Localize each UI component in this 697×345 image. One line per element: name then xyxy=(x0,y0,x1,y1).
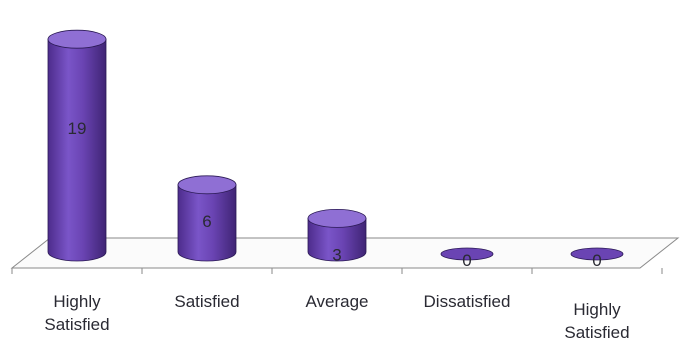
bar-series: 19 6 3 0 0 xyxy=(47,29,624,270)
bar-1: 19 xyxy=(47,29,107,262)
bar-3: 3 xyxy=(307,208,367,264)
data-label: 6 xyxy=(202,212,211,231)
category-label: Dissatisfied xyxy=(407,290,527,313)
data-label: 3 xyxy=(332,245,341,264)
category-label-line: Dissatisfied xyxy=(423,292,511,311)
category-label: Average xyxy=(277,290,397,313)
bar-4: 0 xyxy=(440,247,494,270)
bar-top xyxy=(47,29,107,49)
category-label-line: Satisfied xyxy=(44,315,110,334)
data-label: 0 xyxy=(592,251,601,270)
data-label: 19 xyxy=(68,119,87,138)
bar-zero-disc xyxy=(440,247,494,261)
bar-top xyxy=(307,208,367,228)
category-label-line: Satisfied xyxy=(174,292,240,311)
category-label-line: Satisfied xyxy=(564,323,630,342)
category-label: Satisfied xyxy=(147,290,267,313)
data-label: 0 xyxy=(462,251,471,270)
bar-2: 6 xyxy=(177,175,237,262)
category-label: Highly Satisfied xyxy=(17,290,137,336)
bar-body xyxy=(307,218,367,262)
category-label: Highly Satisfied xyxy=(537,298,657,344)
bar-body xyxy=(47,38,107,262)
category-label-line: Highly xyxy=(573,300,621,319)
bar-zero-disc xyxy=(570,247,624,261)
category-label-line: Highly xyxy=(53,292,101,311)
bar-top xyxy=(177,175,237,195)
bar-body xyxy=(177,184,237,262)
bar-5: 0 xyxy=(570,247,624,270)
category-label-line: Average xyxy=(305,292,369,311)
